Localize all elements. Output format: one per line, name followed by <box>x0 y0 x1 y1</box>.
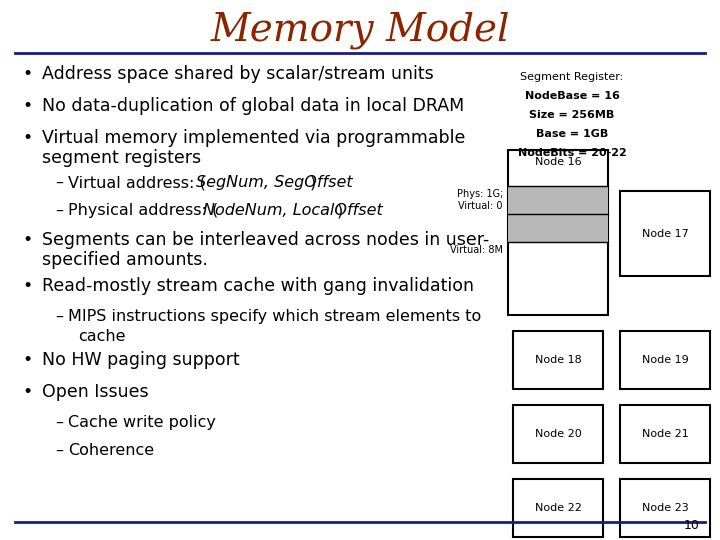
Bar <box>620 405 710 463</box>
Bar <box>508 150 608 315</box>
Text: Open Issues: Open Issues <box>42 383 148 401</box>
Text: –: – <box>55 175 63 190</box>
Text: Node 18: Node 18 <box>535 355 581 365</box>
Text: MIPS instructions specify which stream elements to: MIPS instructions specify which stream e… <box>68 309 481 324</box>
Text: •: • <box>22 351 32 369</box>
Text: Node 20: Node 20 <box>535 429 581 439</box>
Text: Cache write policy: Cache write policy <box>68 415 216 430</box>
Text: specified amounts.: specified amounts. <box>42 251 208 269</box>
Text: –: – <box>55 309 63 324</box>
Text: Virtual: 8M: Virtual: 8M <box>450 245 503 255</box>
Text: Size = 256MB: Size = 256MB <box>529 110 615 120</box>
Text: segment registers: segment registers <box>42 149 201 167</box>
Text: Base = 1GB: Base = 1GB <box>536 129 608 139</box>
Text: Memory Model: Memory Model <box>210 11 510 49</box>
Text: •: • <box>22 231 32 249</box>
Bar <box>513 405 603 463</box>
Text: Phys: 1G;
Virtual: 0: Phys: 1G; Virtual: 0 <box>456 190 503 211</box>
Text: No data-duplication of global data in local DRAM: No data-duplication of global data in lo… <box>42 97 464 115</box>
Bar <box>620 331 710 389</box>
Text: •: • <box>22 277 32 295</box>
Text: •: • <box>22 129 32 147</box>
Text: Node 17: Node 17 <box>642 229 688 239</box>
Text: Segments can be interleaved across nodes in user-: Segments can be interleaved across nodes… <box>42 231 490 249</box>
Text: No HW paging support: No HW paging support <box>42 351 240 369</box>
Text: NodeBase = 16: NodeBase = 16 <box>525 91 619 101</box>
Bar <box>620 479 710 537</box>
Text: •: • <box>22 97 32 115</box>
Bar <box>508 186 608 214</box>
Text: NodeBits = 20-22: NodeBits = 20-22 <box>518 148 626 158</box>
Text: Segment Register:: Segment Register: <box>521 72 624 82</box>
Text: Virtual memory implemented via programmable: Virtual memory implemented via programma… <box>42 129 465 147</box>
Text: ): ) <box>310 175 316 190</box>
Text: Node 21: Node 21 <box>642 429 688 439</box>
Text: Physical address: (: Physical address: ( <box>68 203 218 218</box>
Text: –: – <box>55 415 63 430</box>
Text: Node 23: Node 23 <box>642 503 688 513</box>
Text: 10: 10 <box>684 519 700 532</box>
Bar <box>513 479 603 537</box>
Bar <box>513 331 603 389</box>
Bar <box>508 214 608 242</box>
Text: •: • <box>22 383 32 401</box>
Text: Address space shared by scalar/stream units: Address space shared by scalar/stream un… <box>42 65 433 83</box>
Text: Node 22: Node 22 <box>534 503 582 513</box>
Bar <box>620 191 710 276</box>
Text: –: – <box>55 443 63 458</box>
Text: SegNum, SegOffset: SegNum, SegOffset <box>197 175 353 190</box>
Text: Coherence: Coherence <box>68 443 154 458</box>
Text: cache: cache <box>78 329 125 344</box>
Text: –: – <box>55 203 63 218</box>
Text: NodeNum, LocalOffset: NodeNum, LocalOffset <box>204 203 383 218</box>
Text: Read-mostly stream cache with gang invalidation: Read-mostly stream cache with gang inval… <box>42 277 474 295</box>
Text: Node 16: Node 16 <box>535 157 581 167</box>
Text: •: • <box>22 65 32 83</box>
Text: Virtual address: (: Virtual address: ( <box>68 175 206 190</box>
Text: Node 19: Node 19 <box>642 355 688 365</box>
Text: ): ) <box>337 203 343 218</box>
